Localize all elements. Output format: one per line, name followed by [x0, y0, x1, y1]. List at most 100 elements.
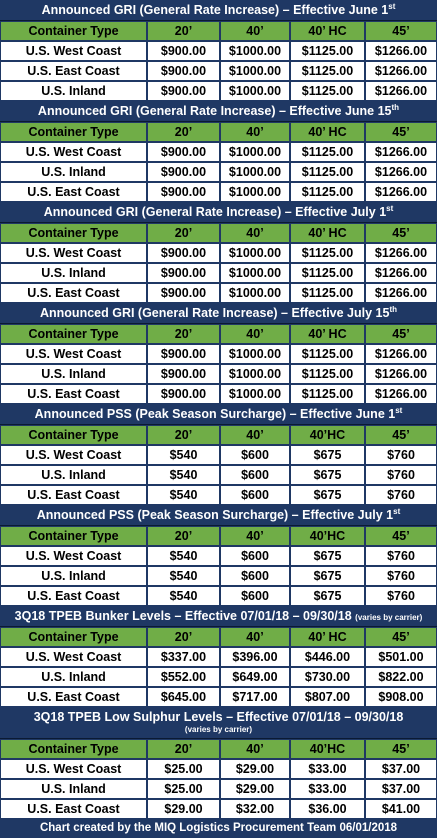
- rate-chart: Announced GRI (General Rate Increase) – …: [0, 0, 437, 819]
- rate-cell: $900.00: [147, 81, 220, 101]
- table-row: U.S. East Coast $900.00 $1000.00 $1125.00 $1…: [0, 61, 437, 81]
- table-row: U.S. Inland $552.00 $649.00 $730.00 $822.00: [0, 667, 437, 687]
- column-header-size: 45’: [365, 122, 437, 142]
- rate-cell: $41.00: [365, 799, 437, 819]
- region-cell: U.S. East Coast: [0, 384, 147, 404]
- header-row: Container Type 20’ 40’ 40’ HC 45’: [0, 21, 437, 41]
- column-header-size: 45’: [365, 526, 437, 546]
- rate-cell: $1000.00: [220, 243, 290, 263]
- rate-cell: $25.00: [147, 759, 220, 779]
- rate-cell: $1125.00: [290, 162, 365, 182]
- rate-cell: $540: [147, 485, 220, 505]
- table-row: U.S. West Coast $900.00 $1000.00 $1125.00 $1…: [0, 142, 437, 162]
- column-header-size: 20’: [147, 223, 220, 243]
- column-header-size: 40’HC: [290, 425, 365, 445]
- table-row: U.S. Inland $900.00 $1000.00 $1125.00 $1266.…: [0, 81, 437, 101]
- rate-section: Announced GRI (General Rate Increase) – …: [0, 303, 437, 404]
- region-cell: U.S. East Coast: [0, 799, 147, 819]
- rate-cell: $600: [220, 546, 290, 566]
- region-cell: U.S. Inland: [0, 263, 147, 283]
- rate-cell: $1000.00: [220, 162, 290, 182]
- rate-cell: $1266.00: [365, 41, 437, 61]
- rate-cell: $1000.00: [220, 41, 290, 61]
- rate-cell: $1266.00: [365, 162, 437, 182]
- rate-cell: $900.00: [147, 283, 220, 303]
- rate-cell: $1266.00: [365, 263, 437, 283]
- rate-cell: $1266.00: [365, 344, 437, 364]
- section-title: Announced GRI (General Rate Increase) – …: [0, 202, 437, 223]
- rate-cell: $649.00: [220, 667, 290, 687]
- rate-cell: $1125.00: [290, 142, 365, 162]
- rate-cell: $36.00: [290, 799, 365, 819]
- region-cell: U.S. Inland: [0, 779, 147, 799]
- region-cell: U.S. Inland: [0, 667, 147, 687]
- rate-cell: $1266.00: [365, 364, 437, 384]
- rate-cell: $1125.00: [290, 364, 365, 384]
- rate-cell: $540: [147, 445, 220, 465]
- section-title: Announced PSS (Peak Season Surcharge) – …: [0, 404, 437, 425]
- rate-cell: $600: [220, 586, 290, 606]
- column-header-size: 40’ HC: [290, 627, 365, 647]
- rate-cell: $1266.00: [365, 81, 437, 101]
- rate-cell: $1125.00: [290, 243, 365, 263]
- region-cell: U.S. West Coast: [0, 41, 147, 61]
- rate-cell: $600: [220, 465, 290, 485]
- column-header-container-type: Container Type: [0, 425, 147, 445]
- header-row: Container Type 20’ 40’ 40’HC 45’: [0, 425, 437, 445]
- table-row: U.S. West Coast $540 $600 $675 $760: [0, 445, 437, 465]
- rate-cell: $900.00: [147, 162, 220, 182]
- rate-cell: $1266.00: [365, 283, 437, 303]
- region-cell: U.S. East Coast: [0, 182, 147, 202]
- table-row: U.S. Inland $900.00 $1000.00 $1125.00 $1266.…: [0, 162, 437, 182]
- rate-cell: $1266.00: [365, 384, 437, 404]
- rate-cell: $1125.00: [290, 182, 365, 202]
- rate-cell: $1266.00: [365, 142, 437, 162]
- rate-cell: $717.00: [220, 687, 290, 707]
- column-header-size: 40’: [220, 425, 290, 445]
- rate-cell: $600: [220, 485, 290, 505]
- rate-cell: $600: [220, 445, 290, 465]
- section-title: Announced GRI (General Rate Increase) – …: [0, 0, 437, 21]
- column-header-size: 40’: [220, 627, 290, 647]
- column-header-size: 40’ HC: [290, 223, 365, 243]
- section-title: 3Q18 TPEB Bunker Levels – Effective 07/0…: [0, 606, 437, 627]
- section-title-text: Announced GRI (General Rate Increase) – …: [43, 205, 387, 219]
- column-header-size: 40’ HC: [290, 122, 365, 142]
- region-cell: U.S. East Coast: [0, 687, 147, 707]
- region-cell: U.S. West Coast: [0, 142, 147, 162]
- table-row: U.S. Inland $540 $600 $675 $760: [0, 566, 437, 586]
- rate-section: Announced GRI (General Rate Increase) – …: [0, 202, 437, 303]
- table-row: U.S. West Coast $900.00 $1000.00 $1125.00 $1…: [0, 243, 437, 263]
- column-header-container-type: Container Type: [0, 739, 147, 759]
- rate-cell: $675: [290, 546, 365, 566]
- rate-cell: $25.00: [147, 779, 220, 799]
- column-header-size: 40’ HC: [290, 21, 365, 41]
- rate-cell: $675: [290, 485, 365, 505]
- header-row: Container Type 20’ 40’ 40’HC 45’: [0, 739, 437, 759]
- section-title-text: 3Q18 TPEB Bunker Levels – Effective 07/0…: [14, 609, 352, 623]
- column-header-container-type: Container Type: [0, 122, 147, 142]
- rate-cell: $645.00: [147, 687, 220, 707]
- region-cell: U.S. West Coast: [0, 546, 147, 566]
- column-header-size: 40’: [220, 526, 290, 546]
- column-header-size: 20’: [147, 21, 220, 41]
- rate-cell: $900.00: [147, 243, 220, 263]
- rate-cell: $446.00: [290, 647, 365, 667]
- section-title-ordinal: st: [388, 1, 396, 11]
- table-row: U.S. East Coast $645.00 $717.00 $807.00 $908…: [0, 687, 437, 707]
- rate-cell: $540: [147, 546, 220, 566]
- column-header-size: 20’: [147, 526, 220, 546]
- column-header-size: 45’: [365, 324, 437, 344]
- rate-cell: $37.00: [365, 759, 437, 779]
- rate-cell: $501.00: [365, 647, 437, 667]
- column-header-size: 45’: [365, 21, 437, 41]
- rate-cell: $1125.00: [290, 263, 365, 283]
- rate-cell: $675: [290, 445, 365, 465]
- rate-cell: $900.00: [147, 384, 220, 404]
- section-title-note: (varies by carrier): [355, 613, 423, 622]
- rate-cell: $37.00: [365, 779, 437, 799]
- region-cell: U.S. West Coast: [0, 759, 147, 779]
- rate-section: Announced GRI (General Rate Increase) – …: [0, 0, 437, 101]
- rate-cell: $1000.00: [220, 142, 290, 162]
- rate-cell: $822.00: [365, 667, 437, 687]
